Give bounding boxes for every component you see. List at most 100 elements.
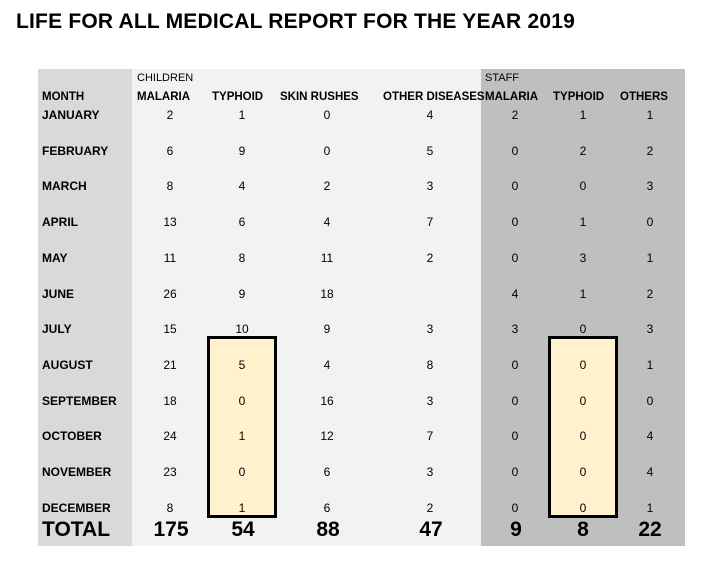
cell-typhoid: 10	[235, 322, 249, 336]
cell-staff-others: 2	[646, 287, 654, 301]
cell-staff-typhoid: 0	[579, 358, 587, 372]
cell-staff-malaria: 2	[511, 108, 519, 122]
cell-staff-others: 0	[646, 394, 654, 408]
cell-skin-rushes: 6	[323, 501, 331, 515]
cell-skin-rushes: 4	[323, 215, 331, 229]
cell-other-diseases: 2	[426, 501, 434, 515]
cell-malaria: 6	[166, 144, 174, 158]
total-other-diseases: 47	[419, 518, 443, 541]
cell-staff-malaria: 0	[511, 429, 519, 443]
cell-staff-malaria: 0	[511, 465, 519, 479]
cell-malaria: 2	[166, 108, 174, 122]
cell-malaria: 15	[163, 322, 177, 336]
cell-other-diseases: 3	[426, 465, 434, 479]
header-staff-typhoid: TYPHOID	[553, 91, 605, 103]
cell-malaria: 11	[163, 251, 177, 265]
header-typhoid: TYPHOID	[212, 91, 264, 103]
cell-other-diseases: 4	[426, 108, 434, 122]
cell-staff-malaria: 0	[511, 394, 519, 408]
total-staff-typhoid: 8	[577, 518, 589, 541]
cell-staff-others: 4	[646, 465, 654, 479]
children-typhoid-highlight-box	[207, 336, 277, 518]
total-typhoid: 54	[231, 518, 255, 541]
header-malaria: MALARIA	[137, 91, 191, 103]
cell-staff-typhoid: 0	[579, 429, 587, 443]
total-staff-malaria: 9	[510, 518, 522, 541]
cell-staff-typhoid: 1	[579, 215, 587, 229]
month-label: SEPTEMBER	[42, 394, 117, 408]
cell-skin-rushes: 18	[320, 287, 334, 301]
cell-staff-others: 1	[646, 501, 654, 515]
cell-malaria: 18	[163, 394, 177, 408]
cell-typhoid: 0	[238, 465, 246, 479]
cell-typhoid: 9	[238, 144, 246, 158]
cell-staff-malaria: 0	[511, 179, 519, 193]
cell-staff-malaria: 4	[511, 287, 519, 301]
month-label: JULY	[42, 322, 72, 336]
cell-skin-rushes: 0	[323, 108, 331, 122]
cell-other-diseases: 3	[426, 322, 434, 336]
cell-typhoid: 1	[238, 501, 246, 515]
cell-skin-rushes: 9	[323, 322, 331, 336]
month-label: OCTOBER	[42, 429, 102, 443]
month-label: MAY	[42, 251, 68, 265]
total-skin-rushes: 88	[316, 518, 340, 541]
cell-staff-typhoid: 2	[579, 144, 587, 158]
cell-staff-malaria: 0	[511, 251, 519, 265]
month-column-background	[38, 69, 132, 546]
month-label: APRIL	[42, 215, 78, 229]
children-section-background	[132, 69, 481, 546]
cell-other-diseases: 3	[426, 394, 434, 408]
month-label: JUNE	[42, 287, 75, 301]
cell-other-diseases: 7	[426, 215, 434, 229]
cell-staff-malaria: 0	[511, 501, 519, 515]
cell-staff-others: 1	[646, 108, 654, 122]
month-label: JANUARY	[42, 108, 100, 122]
cell-staff-malaria: 0	[511, 215, 519, 229]
cell-typhoid: 4	[238, 179, 246, 193]
cell-staff-others: 4	[646, 429, 654, 443]
cell-staff-malaria: 0	[511, 144, 519, 158]
cell-malaria: 21	[163, 358, 177, 372]
cell-other-diseases: 8	[426, 358, 434, 372]
month-label: AUGUST	[42, 358, 93, 372]
cell-staff-others: 1	[646, 358, 654, 372]
cell-staff-typhoid: 0	[579, 179, 587, 193]
cell-typhoid: 6	[238, 215, 246, 229]
cell-malaria: 8	[166, 501, 174, 515]
cell-staff-others: 1	[646, 251, 654, 265]
staff-typhoid-highlight-box	[548, 336, 618, 518]
month-label: NOVEMBER	[42, 465, 112, 479]
cell-other-diseases: 7	[426, 429, 434, 443]
cell-typhoid: 5	[238, 358, 246, 372]
cell-typhoid: 1	[238, 429, 246, 443]
header-month: MONTH	[42, 91, 85, 103]
cell-staff-others: 2	[646, 144, 654, 158]
cell-skin-rushes: 2	[323, 179, 331, 193]
total-staff-others: 22	[638, 518, 662, 541]
children-group-label: CHILDREN	[137, 72, 194, 84]
cell-typhoid: 9	[238, 287, 246, 301]
cell-malaria: 26	[163, 287, 177, 301]
cell-typhoid: 1	[238, 108, 246, 122]
cell-malaria: 13	[163, 215, 177, 229]
month-label: FEBRUARY	[42, 144, 109, 158]
cell-staff-typhoid: 1	[579, 108, 587, 122]
cell-other-diseases: 2	[426, 251, 434, 265]
header-skin-rushes: SKIN RUSHES	[280, 91, 359, 103]
cell-staff-typhoid: 0	[579, 322, 587, 336]
cell-skin-rushes: 11	[320, 251, 334, 265]
cell-staff-typhoid: 0	[579, 465, 587, 479]
month-label: MARCH	[42, 179, 87, 193]
cell-skin-rushes: 12	[320, 429, 334, 443]
cell-malaria: 23	[163, 465, 177, 479]
cell-typhoid: 0	[238, 394, 246, 408]
cell-skin-rushes: 0	[323, 144, 331, 158]
cell-other-diseases: 3	[426, 179, 434, 193]
total-malaria: 175	[153, 518, 189, 541]
cell-staff-malaria: 3	[511, 322, 519, 336]
cell-staff-typhoid: 1	[579, 287, 587, 301]
cell-malaria: 8	[166, 179, 174, 193]
header-staff-others: OTHERS	[620, 91, 668, 103]
cell-staff-others: 3	[646, 322, 654, 336]
